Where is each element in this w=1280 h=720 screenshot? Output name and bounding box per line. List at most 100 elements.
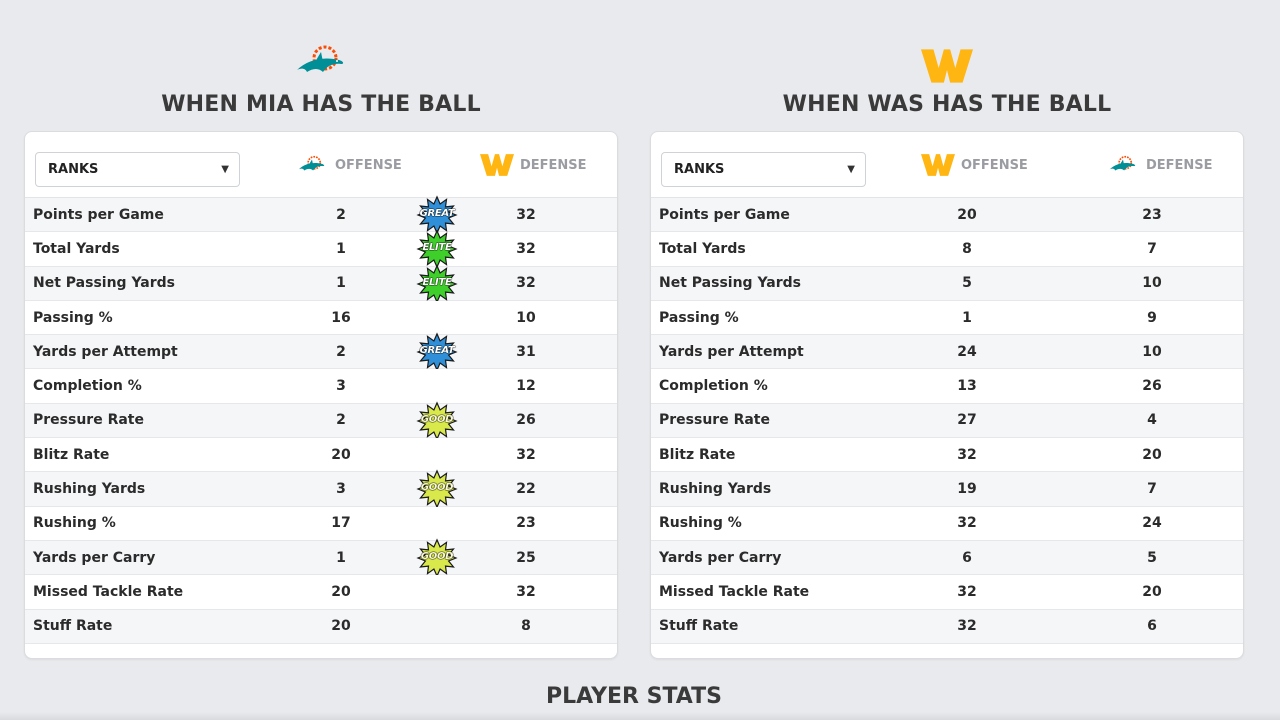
table-row: Missed Tackle Rate 32 20 (651, 575, 1243, 610)
offense-rank: 24 (957, 343, 977, 360)
offense-rank: 13 (957, 378, 977, 395)
dolphins-logo-icon (1109, 155, 1136, 171)
elite-badge-icon: ELITE (415, 263, 459, 304)
table-row: Rushing % 32 24 (651, 506, 1243, 541)
defense-rank: 4 (1147, 412, 1157, 429)
stat-label: Net Passing Yards (659, 275, 801, 292)
defense-rank: 10 (1142, 275, 1162, 292)
table-row: Rushing Yards 19 7 (651, 472, 1243, 507)
defense-rank: 10 (516, 309, 536, 326)
table-row: Missed Tackle Rate 20 32 (25, 575, 617, 610)
stat-label: Net Passing Yards (33, 275, 175, 292)
dolphins-logo-icon (298, 155, 325, 171)
offense-rank: 3 (336, 481, 346, 498)
offense-rank: 20 (331, 618, 351, 635)
offense-rank: 17 (331, 515, 351, 532)
table-row: Pressure Rate 27 4 (651, 403, 1243, 439)
offense-rank: 20 (331, 446, 351, 463)
stat-label: Blitz Rate (659, 446, 736, 463)
stat-label: Missed Tackle Rate (33, 583, 184, 600)
table-row: Yards per Carry 6 5 (651, 540, 1243, 576)
table-row: Stuff Rate 20 8 (25, 609, 617, 644)
badge-label: GOOD (420, 550, 454, 562)
defense-rank: 5 (1147, 549, 1157, 566)
stat-label: Pressure Rate (659, 412, 770, 429)
table-row: Total Yards 1 ELITE 32 (25, 229, 617, 269)
ranks-select[interactable]: RANKS ▼ (35, 152, 240, 187)
defense-rank: 32 (516, 240, 536, 257)
offense-rank: 3 (336, 378, 346, 395)
table-row: Blitz Rate 32 20 (651, 438, 1243, 473)
badge-label: ELITE (422, 242, 452, 254)
ranks-card: RANKS ▼ OFFENSE DEFENSE Points per Game 2… (650, 131, 1244, 659)
defense-rank: 12 (516, 378, 536, 395)
offense-rank: 32 (957, 515, 977, 532)
card-header: RANKS ▼ OFFENSE DEFENSE (651, 132, 1243, 198)
offense-rank: 27 (957, 412, 977, 429)
badge-label: ELITE (422, 276, 452, 288)
stat-label: Completion % (33, 378, 142, 395)
offense-rank: 8 (962, 240, 972, 257)
stat-label: Total Yards (659, 240, 746, 257)
stat-label: Pressure Rate (33, 412, 144, 429)
table-row: Net Passing Yards 5 10 (651, 266, 1243, 301)
offense-rank: 1 (336, 275, 346, 292)
stat-label: Blitz Rate (33, 446, 110, 463)
defense-rank: 9 (1147, 309, 1157, 326)
offense-column-header: OFFENSE (295, 154, 402, 176)
offense-rank: 16 (331, 309, 351, 326)
defense-rank: 26 (516, 412, 536, 429)
table-row: Net Passing Yards 1 ELITE 32 (25, 263, 617, 304)
stat-label: Stuff Rate (659, 618, 739, 635)
card-header: RANKS ▼ OFFENSE DEFENSE (25, 132, 617, 198)
table-row: Rushing % 17 23 (25, 506, 617, 541)
commanders-w-logo-icon (921, 49, 973, 83)
stat-label: Yards per Attempt (33, 343, 178, 360)
defense-rank: 8 (521, 618, 531, 635)
table-row: Blitz Rate 20 32 (25, 438, 617, 473)
stat-label: Points per Game (33, 206, 164, 223)
table-row: Completion % 3 12 (25, 369, 617, 404)
badge-label: GREAT (419, 345, 455, 357)
stat-label: Rushing % (33, 515, 116, 532)
table-row: Stuff Rate 32 6 (651, 609, 1243, 644)
offense-rank: 1 (962, 309, 972, 326)
defense-rank: 24 (1142, 515, 1162, 532)
chevron-down-icon: ▼ (221, 164, 229, 175)
defense-rank: 23 (516, 515, 536, 532)
stat-label: Completion % (659, 378, 768, 395)
defense-column-header: DEFENSE (480, 154, 587, 176)
offense-rank: 19 (957, 481, 977, 498)
ranks-select[interactable]: RANKS ▼ (661, 152, 866, 187)
stat-label: Yards per Carry (33, 549, 156, 566)
good-badge-icon: GOOD (415, 538, 459, 578)
stat-label: Points per Game (659, 206, 790, 223)
defense-rank: 26 (1142, 378, 1162, 395)
ranks-select-value: RANKS (674, 162, 725, 177)
offense-column-header: OFFENSE (921, 154, 1028, 176)
stat-label: Rushing % (659, 515, 742, 532)
table-row: Points per Game 2 GREAT 32 (25, 195, 617, 235)
defense-rank: 32 (516, 275, 536, 292)
stat-label: Stuff Rate (33, 618, 113, 635)
table-row: Passing % 1 9 (651, 300, 1243, 336)
stats-table: Points per Game 2 GREAT 32 Total Yards 1 ELITE… (25, 195, 617, 644)
defense-rank: 7 (1147, 481, 1157, 498)
dolphins-logo-icon (297, 45, 344, 72)
defense-rank: 20 (1142, 583, 1162, 600)
defense-rank: 20 (1142, 446, 1162, 463)
offense-rank: 2 (336, 412, 346, 429)
defense-rank: 22 (516, 481, 536, 498)
offense-rank: 6 (962, 549, 972, 566)
commanders-w-logo-icon (480, 154, 514, 176)
badge-label: GOOD (420, 482, 454, 494)
ranks-select-value: RANKS (48, 162, 99, 177)
table-row: Pressure Rate 2 GOOD 26 (25, 401, 617, 441)
stat-label: Passing % (33, 309, 113, 326)
badge-label: GREAT (419, 208, 455, 219)
defense-rank: 10 (1142, 343, 1162, 360)
good-badge-icon: GOOD (415, 401, 459, 441)
offense-rank: 32 (957, 446, 977, 463)
offense-rank: 2 (336, 343, 346, 360)
table-row: Yards per Attempt 24 10 (651, 335, 1243, 370)
